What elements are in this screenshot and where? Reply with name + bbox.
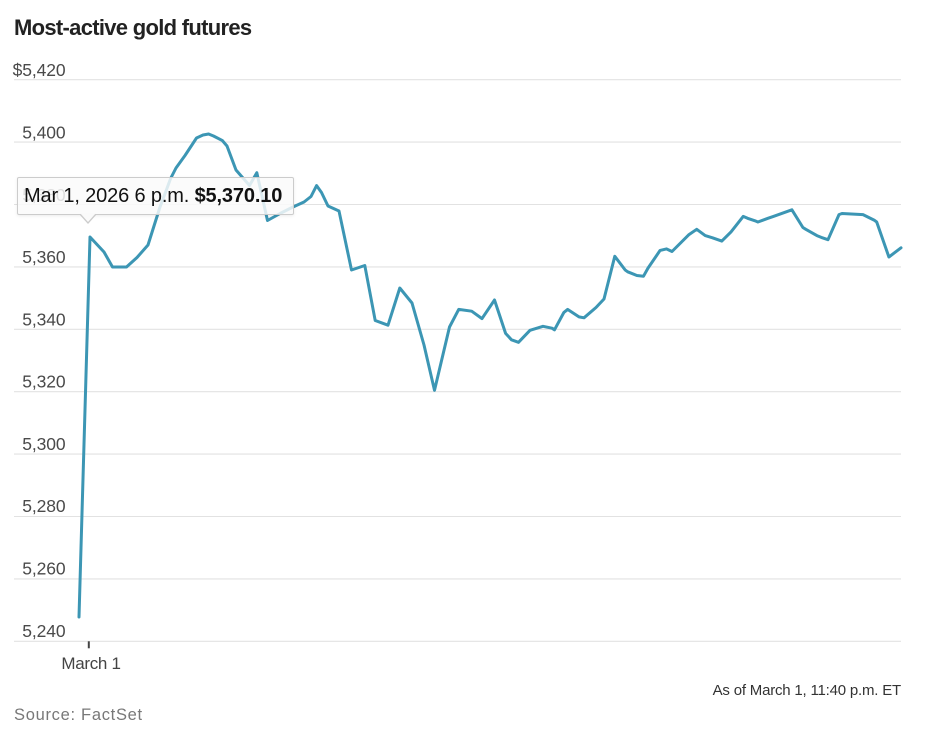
svg-text:5,300: 5,300 [22,434,66,454]
svg-text:5,360: 5,360 [22,247,66,267]
svg-text:5,280: 5,280 [22,496,66,516]
svg-text:5,320: 5,320 [22,372,66,392]
svg-text:5,260: 5,260 [22,559,66,579]
svg-text:5,240: 5,240 [22,621,66,641]
svg-text:5,340: 5,340 [22,309,66,329]
svg-text:5,400: 5,400 [22,123,66,143]
svg-text:$5,420: $5,420 [13,60,66,80]
